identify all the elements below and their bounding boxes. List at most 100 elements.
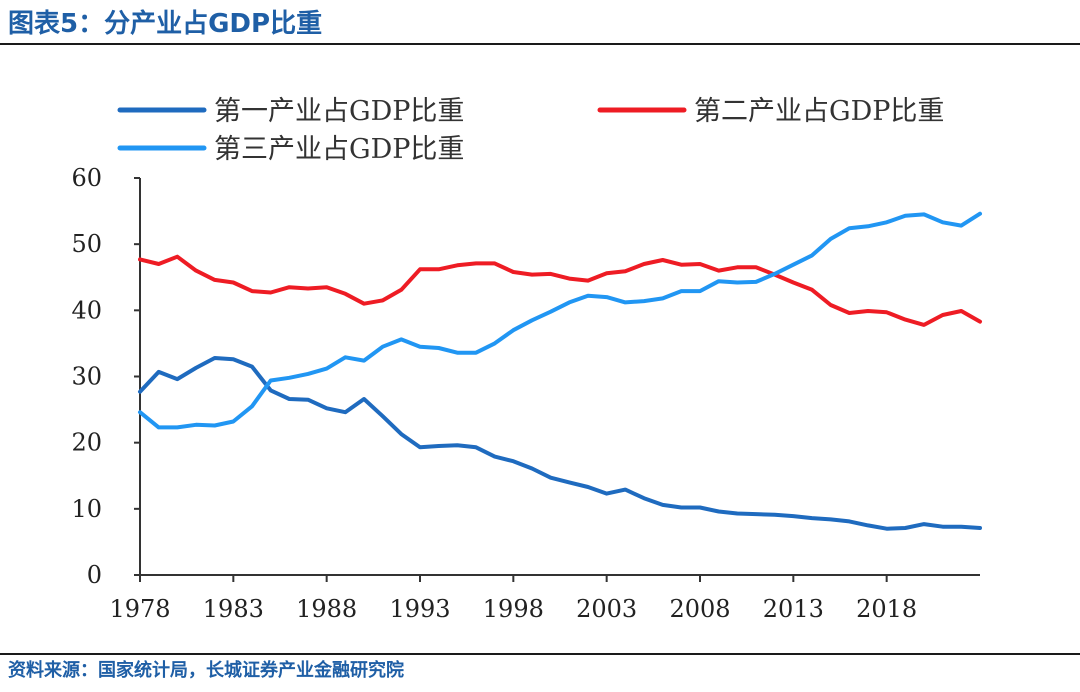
y-tick-label: 50 <box>71 230 102 258</box>
data-point <box>642 299 646 303</box>
data-point <box>287 397 291 401</box>
data-point <box>437 444 441 448</box>
x-tick-label: 1993 <box>389 595 450 623</box>
data-point <box>661 296 665 300</box>
data-point <box>941 313 945 317</box>
x-tick-label: 1978 <box>109 595 170 623</box>
data-point <box>493 261 497 265</box>
series-line-2 <box>138 254 982 327</box>
y-tick-label: 20 <box>71 429 102 457</box>
data-point <box>287 376 291 380</box>
x-tick-label: 1988 <box>296 595 357 623</box>
data-point <box>455 263 459 267</box>
data-point <box>567 277 571 281</box>
data-point <box>717 269 721 273</box>
data-point <box>250 365 254 369</box>
bottom-divider <box>0 653 1080 655</box>
data-point <box>157 370 161 374</box>
data-point <box>493 455 497 459</box>
data-point <box>791 514 795 518</box>
data-point <box>530 318 534 322</box>
data-point <box>810 253 814 257</box>
data-point <box>735 511 739 516</box>
legend-label-2: 第二产业占GDP比重 <box>694 96 944 127</box>
data-point <box>866 309 870 313</box>
data-point <box>959 309 963 313</box>
data-point <box>343 410 347 414</box>
data-point <box>735 280 739 285</box>
data-point <box>866 224 870 228</box>
y-tick-label: 60 <box>71 164 102 192</box>
data-point <box>903 526 907 530</box>
data-point <box>325 285 329 289</box>
data-point <box>623 488 627 492</box>
figure-title: 图表5：分产业占GDP比重 <box>8 9 323 39</box>
data-point <box>586 279 590 283</box>
data-point <box>829 303 833 307</box>
x-tick-label: 1998 <box>483 595 544 623</box>
data-point <box>605 492 609 496</box>
data-point <box>941 525 945 529</box>
data-point <box>679 289 683 293</box>
y-tick-label: 30 <box>71 363 102 391</box>
data-point <box>698 289 702 293</box>
data-point <box>455 351 459 355</box>
data-point <box>903 318 907 322</box>
data-point <box>157 425 161 429</box>
data-point <box>269 290 273 295</box>
data-point <box>922 212 926 216</box>
data-point <box>791 280 795 285</box>
source-note: 资料来源：国家统计局，长城证券产业金融研究院 <box>8 660 404 681</box>
data-point <box>623 300 627 304</box>
data-point <box>437 346 441 350</box>
data-point <box>567 480 571 484</box>
data-point <box>306 372 310 376</box>
x-tick-label: 2003 <box>576 595 637 623</box>
data-point <box>231 280 235 285</box>
data-point <box>138 410 142 414</box>
data-point <box>511 270 515 274</box>
data-point <box>138 390 142 394</box>
data-point <box>829 517 833 521</box>
data-point <box>922 522 926 526</box>
data-point <box>343 355 347 359</box>
data-point <box>362 302 366 306</box>
top-divider <box>0 43 1080 45</box>
data-point <box>679 263 683 267</box>
series-line-1 <box>138 356 982 531</box>
data-point <box>661 258 665 262</box>
data-point <box>735 265 739 269</box>
data-point <box>194 423 198 427</box>
data-point <box>325 406 329 410</box>
data-point <box>269 378 273 383</box>
data-point <box>474 351 478 355</box>
data-point <box>474 261 478 265</box>
legend-label-1: 第一产业占GDP比重 <box>214 96 464 127</box>
data-point <box>773 272 777 276</box>
data-point <box>810 516 814 520</box>
data-point <box>175 255 179 259</box>
data-point <box>306 286 310 291</box>
data-point <box>698 505 702 510</box>
data-point <box>250 404 254 408</box>
data-point <box>213 423 217 428</box>
data-point <box>437 267 441 271</box>
data-point <box>231 357 235 361</box>
data-point <box>959 525 963 529</box>
data-point <box>194 366 198 370</box>
data-point <box>474 445 478 449</box>
data-point <box>885 310 889 314</box>
data-point <box>903 214 907 218</box>
series-layer <box>138 211 982 531</box>
data-point <box>213 356 217 360</box>
data-point <box>493 341 497 345</box>
series-line-3 <box>138 211 982 430</box>
data-point <box>362 359 366 363</box>
data-point <box>810 288 814 292</box>
data-point <box>418 445 422 449</box>
data-point <box>325 367 329 371</box>
data-point <box>194 269 198 273</box>
data-point <box>847 226 851 230</box>
data-point <box>586 485 590 489</box>
